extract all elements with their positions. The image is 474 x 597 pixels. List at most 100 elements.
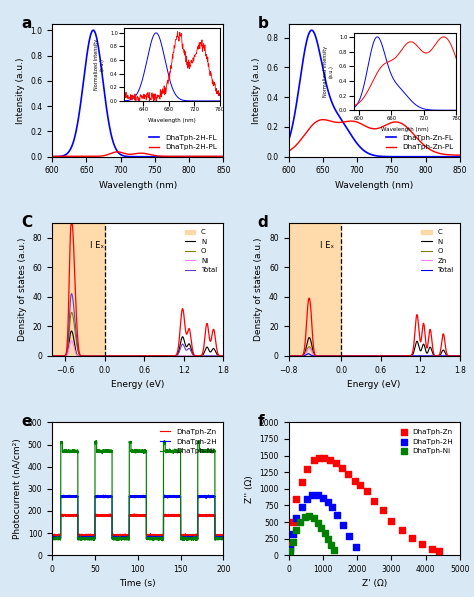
DhaTph-Ni (327, 540, 335, 549)
N (457, 352, 463, 359)
Line: C: C (289, 337, 460, 356)
DhaTph-Zn (286, 540, 294, 550)
C (421, 340, 427, 347)
O (369, 352, 375, 359)
DhaTph-Zn (131, 512, 137, 519)
Total (184, 330, 190, 337)
DhaTph-Ni (330, 545, 337, 555)
Y-axis label: Intensity (a.u.): Intensity (a.u.) (252, 57, 261, 124)
C (216, 352, 221, 359)
DhaTph-Zn (310, 456, 318, 465)
Legend: C, N, O, Ni, Total: C, N, O, Ni, Total (182, 227, 220, 276)
C (365, 352, 370, 359)
Ni (58, 352, 64, 359)
Line: Total: Total (289, 298, 460, 356)
DhaTph-Zn (110, 533, 116, 540)
DhaTph-2H (207, 493, 212, 500)
DhaTph-Zn (316, 453, 323, 462)
DhaTph-Ni (207, 448, 212, 456)
Text: f: f (258, 414, 264, 429)
DhaTph-Zn (398, 525, 405, 535)
DhaTph-2H (339, 520, 346, 530)
O (365, 352, 370, 359)
DhaTph-Ni (305, 511, 313, 521)
Line: DhaTph-Zn: DhaTph-Zn (52, 514, 223, 537)
Y-axis label: Z'' (Ω): Z'' (Ω) (245, 475, 254, 503)
DhaTph-Ni (286, 546, 294, 556)
Total (58, 352, 64, 359)
C (58, 352, 64, 359)
Total (365, 352, 370, 359)
DhaTph-Zn (49, 531, 55, 538)
Line: DhaTph-Ni: DhaTph-Ni (52, 441, 223, 541)
N (137, 352, 142, 359)
Total (220, 352, 226, 359)
DhaTph-Ni (318, 523, 325, 533)
Total (118, 352, 123, 359)
C (294, 352, 300, 359)
Line: N: N (52, 312, 223, 356)
X-axis label: Z' (Ω): Z' (Ω) (362, 580, 387, 589)
DhaTph-Zn (370, 496, 378, 506)
DhaTph-Ni (297, 517, 304, 527)
N (382, 352, 387, 359)
DhaTph-Zn (220, 531, 226, 538)
DhaTph-2H (303, 494, 311, 503)
Ni (216, 352, 221, 359)
C (184, 343, 190, 350)
DhaTph-Ni (174, 448, 180, 455)
DhaTph-2H (324, 497, 332, 507)
N (306, 343, 312, 350)
DhaTph-2H (314, 491, 321, 500)
Ni (184, 346, 190, 353)
Line: Total: Total (52, 224, 223, 356)
Total (133, 352, 138, 359)
N (369, 352, 375, 359)
DhaTph-2H (173, 494, 179, 501)
N (216, 352, 221, 359)
N (286, 352, 292, 359)
Legend: DhaTph-Zn, DhaTph-2H, DhaTph-Ni: DhaTph-Zn, DhaTph-2H, DhaTph-Ni (398, 426, 456, 457)
DhaTph-2H (328, 503, 336, 512)
Ni (49, 352, 55, 359)
DhaTph-Ni (131, 447, 137, 454)
DhaTph-Ni (215, 535, 221, 542)
DhaTph-Ni (292, 525, 300, 535)
Line: DhaTph-2H: DhaTph-2H (52, 495, 223, 539)
X-axis label: Wavelength (nm): Wavelength (nm) (99, 181, 177, 190)
X-axis label: Energy (eV): Energy (eV) (111, 380, 164, 389)
DhaTph-Zn (321, 454, 328, 463)
N (294, 352, 300, 359)
Zn (305, 350, 311, 358)
DhaTph-2H (121, 534, 127, 541)
O (216, 352, 221, 359)
DhaTph-Ni (324, 534, 332, 544)
Ni (118, 352, 123, 359)
Total (421, 320, 427, 327)
Zn (294, 352, 300, 359)
DhaTph-Zn (419, 539, 426, 549)
DhaTph-Zn (345, 469, 352, 478)
DhaTph-Ni (160, 537, 165, 544)
DhaTph-2H (333, 510, 341, 520)
DhaTph-2H (309, 491, 316, 500)
X-axis label: Energy (eV): Energy (eV) (347, 380, 401, 389)
DhaTph-Zn (215, 533, 221, 540)
DhaTph-2H (49, 534, 55, 541)
DhaTph-2H (319, 493, 327, 503)
DhaTph-Ni (301, 513, 309, 522)
O (216, 352, 221, 359)
N (220, 352, 226, 359)
N (49, 352, 55, 359)
O (133, 352, 138, 359)
DhaTph-Zn (93, 510, 99, 518)
Line: Ni: Ni (52, 294, 223, 356)
DhaTph-2H (353, 542, 360, 552)
DhaTph-Zn (123, 531, 128, 538)
Total (452, 352, 458, 359)
DhaTph-Zn (428, 544, 436, 554)
Total (68, 221, 74, 228)
Line: O: O (52, 341, 223, 356)
DhaTph-Ni (314, 518, 321, 527)
Zn (421, 352, 427, 359)
